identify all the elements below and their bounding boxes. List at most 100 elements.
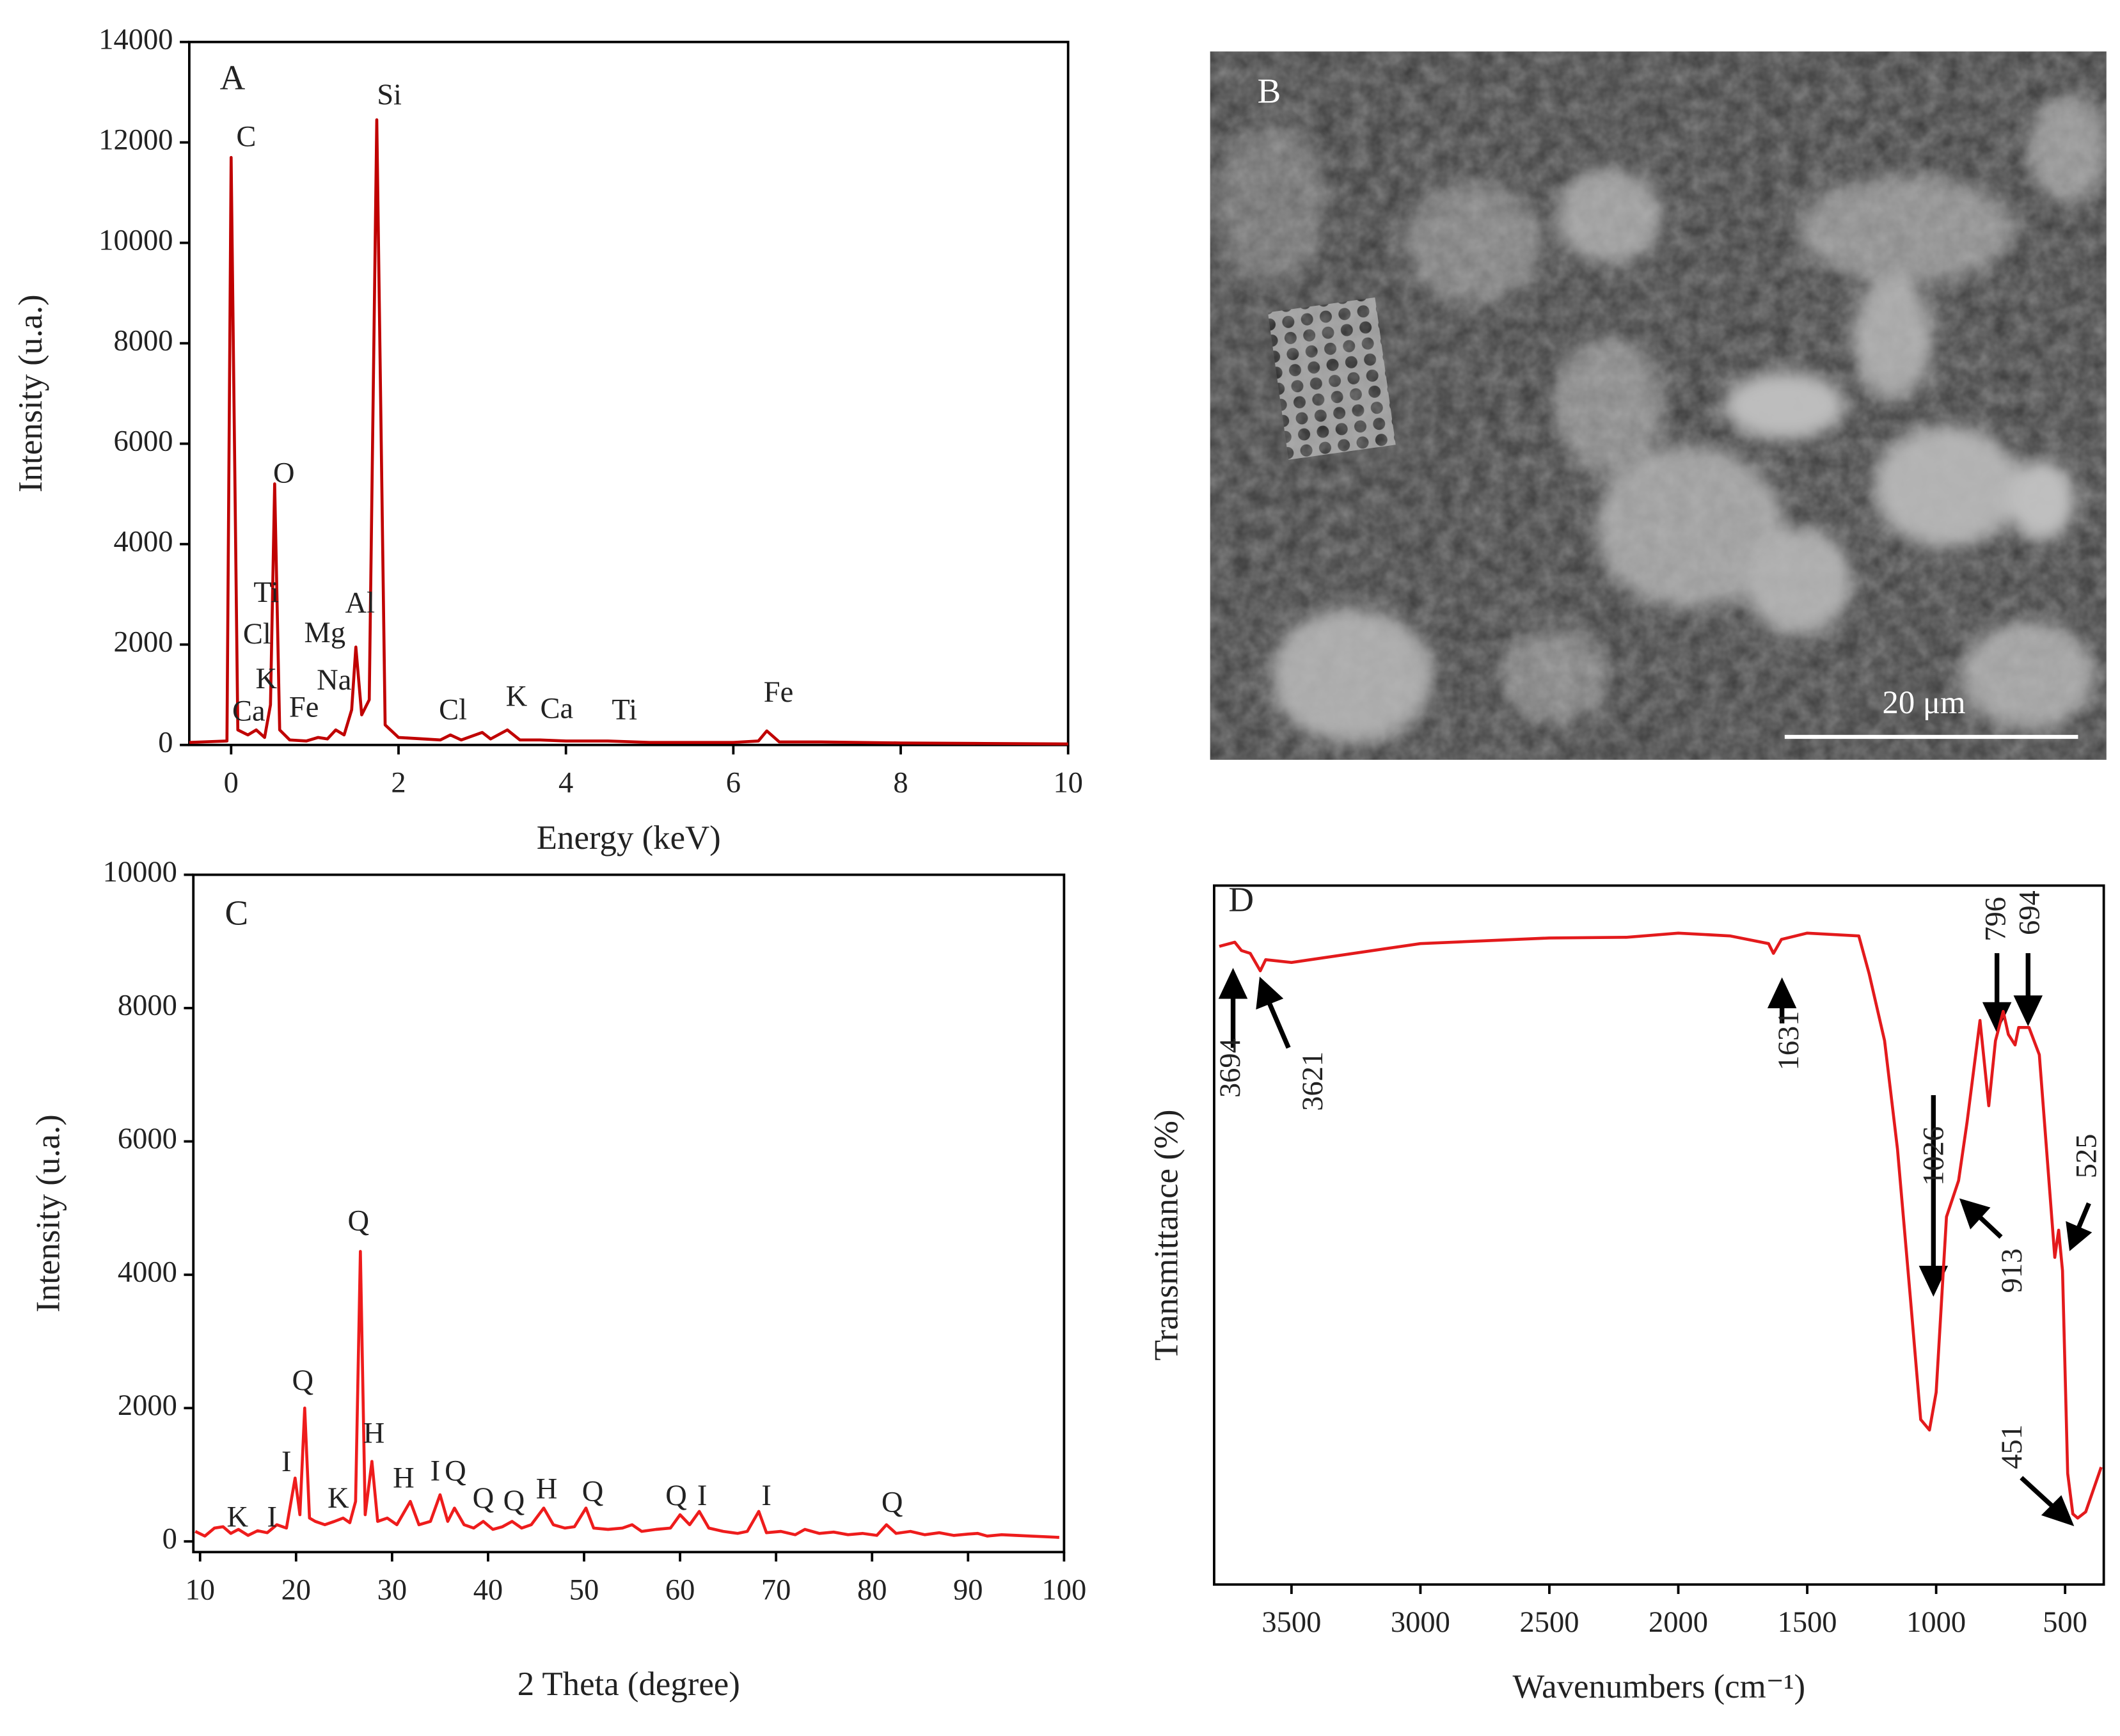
panel-label: B bbox=[1258, 72, 1281, 111]
peak-annotation: Q bbox=[503, 1485, 525, 1517]
peak-annotation: I bbox=[697, 1480, 707, 1512]
peak-annotation: 694 bbox=[2014, 890, 2046, 935]
y-tick-label: 0 bbox=[162, 1522, 177, 1555]
peak-annotation: I bbox=[281, 1446, 291, 1478]
peak-annotation: 451 bbox=[1996, 1424, 2029, 1469]
x-tick-label: 10 bbox=[1053, 767, 1082, 800]
peak-annotation: 3621 bbox=[1297, 1052, 1329, 1111]
peak-annotation: K bbox=[506, 681, 528, 713]
peak-annotation: Fe bbox=[289, 691, 319, 723]
y-axis-label: Intensity (u.a.) bbox=[12, 294, 49, 493]
x-tick-label: 1000 bbox=[1906, 1606, 1966, 1639]
peak-annotation: I bbox=[267, 1501, 277, 1534]
x-tick-label: 500 bbox=[2043, 1606, 2087, 1639]
peak-annotation: H bbox=[363, 1417, 385, 1450]
peak-annotation: I bbox=[431, 1455, 440, 1488]
x-tick-label: 4 bbox=[558, 767, 573, 800]
x-tick-label: 50 bbox=[569, 1574, 599, 1607]
peak-annotation: K bbox=[226, 1501, 248, 1534]
x-tick-label: 70 bbox=[761, 1574, 791, 1607]
y-tick-label: 8000 bbox=[118, 990, 177, 1022]
peak-annotation: 796 bbox=[1979, 897, 2012, 942]
y-axis-label: Intensity (u.a.) bbox=[29, 1114, 67, 1313]
ftir-arrows bbox=[1218, 953, 2092, 1527]
peak-annotation: Q bbox=[445, 1455, 466, 1488]
x-tick-label: 0 bbox=[224, 767, 239, 800]
x-tick-label: 2000 bbox=[1649, 1606, 1708, 1639]
y-axis-label: Transmittance (%) bbox=[1148, 1109, 1185, 1361]
x-tick-label: 80 bbox=[857, 1574, 887, 1607]
y-tick-label: 14000 bbox=[99, 23, 173, 56]
x-axis-label: 2 Theta (degree) bbox=[518, 1666, 740, 1703]
x-axis-label: Wavenumbers (cm⁻¹) bbox=[1513, 1668, 1806, 1705]
x-tick-label: 90 bbox=[953, 1574, 983, 1607]
y-tick-label: 8000 bbox=[114, 324, 173, 357]
y-tick-label: 12000 bbox=[99, 123, 173, 156]
peak-annotation: 525 bbox=[2070, 1133, 2103, 1178]
peak-annotation: Al bbox=[345, 587, 376, 620]
spectrum-line bbox=[1219, 931, 2103, 1520]
y-tick-label: 10000 bbox=[103, 856, 177, 888]
scale-bar-label: 20 μm bbox=[1883, 684, 1966, 720]
spectrum-line bbox=[189, 118, 1068, 746]
peak-annotation: 1631 bbox=[1773, 1011, 1805, 1071]
x-tick-label: 3500 bbox=[1262, 1606, 1321, 1639]
peak-annotation: K bbox=[255, 663, 277, 695]
peak-annotation: Ca bbox=[540, 693, 573, 725]
peak-annotation: 913 bbox=[1996, 1249, 2029, 1293]
peak-annotation: Cl bbox=[439, 694, 467, 727]
x-tick-label: 2 bbox=[391, 767, 406, 800]
peak-annotation: H bbox=[393, 1462, 415, 1494]
y-tick-label: 4000 bbox=[114, 525, 173, 558]
plot-frame bbox=[1213, 884, 2105, 1586]
x-axis-label: Energy (keV) bbox=[537, 819, 721, 856]
x-tick-label: 10 bbox=[185, 1574, 214, 1607]
peak-annotation: H bbox=[536, 1472, 558, 1505]
peak-annotation: 3694 bbox=[1214, 1038, 1247, 1098]
peak-annotation: C bbox=[236, 121, 256, 154]
y-tick-label: 0 bbox=[158, 726, 173, 759]
x-tick-label: 3000 bbox=[1391, 1606, 1450, 1639]
peak-annotation: O bbox=[273, 457, 295, 490]
x-tick-label: 60 bbox=[665, 1574, 695, 1607]
peak-annotation: Fe bbox=[764, 676, 794, 709]
peak-annotation: Ti bbox=[612, 694, 637, 727]
peak-annotation: Si bbox=[377, 79, 402, 111]
panel-label: C bbox=[225, 894, 249, 933]
y-tick-label: 2000 bbox=[118, 1389, 177, 1422]
peak-annotation: K bbox=[328, 1482, 349, 1515]
peak-annotation: Ca bbox=[232, 695, 265, 728]
peak-annotation: Cl bbox=[243, 618, 271, 651]
sem-image: B 20 μm bbox=[1210, 51, 2107, 760]
plot-frame bbox=[187, 40, 1070, 746]
peak-annotation: Q bbox=[292, 1364, 314, 1397]
peak-annotation: 1026 bbox=[1917, 1126, 1950, 1186]
y-tick-label: 4000 bbox=[118, 1256, 177, 1289]
peak-annotation: Na bbox=[317, 664, 351, 697]
x-tick-label: 20 bbox=[281, 1574, 311, 1607]
y-tick-label: 10000 bbox=[99, 224, 173, 256]
plot-frame bbox=[192, 873, 1066, 1554]
peak-annotation: Q bbox=[665, 1480, 687, 1512]
peak-annotation: Mg bbox=[305, 617, 346, 649]
spectrum-line bbox=[194, 1250, 1059, 1539]
x-tick-label: 40 bbox=[473, 1574, 503, 1607]
y-tick-label: 6000 bbox=[114, 425, 173, 457]
x-tick-label: 2500 bbox=[1519, 1606, 1579, 1639]
panel-label: A bbox=[220, 58, 246, 97]
x-tick-label: 1500 bbox=[1778, 1606, 1837, 1639]
panel-label: D bbox=[1228, 880, 1254, 919]
peak-annotation: I bbox=[761, 1480, 771, 1512]
peak-annotation: Q bbox=[582, 1475, 604, 1508]
x-tick-label: 100 bbox=[1041, 1574, 1086, 1607]
peak-annotation: Q bbox=[473, 1482, 494, 1515]
x-tick-label: 30 bbox=[377, 1574, 407, 1607]
y-tick-label: 2000 bbox=[114, 626, 173, 658]
peak-annotation: Q bbox=[348, 1205, 370, 1238]
x-tick-label: 8 bbox=[893, 767, 908, 800]
peak-annotation: Ti bbox=[253, 576, 279, 609]
y-tick-label: 6000 bbox=[118, 1123, 177, 1155]
peak-annotation: Q bbox=[882, 1486, 903, 1519]
x-tick-label: 6 bbox=[726, 767, 741, 800]
